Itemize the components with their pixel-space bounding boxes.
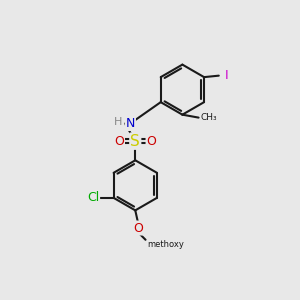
Text: S: S — [130, 134, 140, 149]
Text: N: N — [126, 117, 135, 130]
Text: methoxy: methoxy — [147, 240, 184, 249]
Text: O: O — [114, 135, 124, 148]
Text: H: H — [113, 117, 122, 127]
Text: CH₃: CH₃ — [201, 113, 217, 122]
Text: O: O — [133, 221, 143, 235]
Text: I: I — [224, 69, 228, 82]
Text: Cl: Cl — [87, 191, 99, 204]
Text: O: O — [146, 135, 156, 148]
